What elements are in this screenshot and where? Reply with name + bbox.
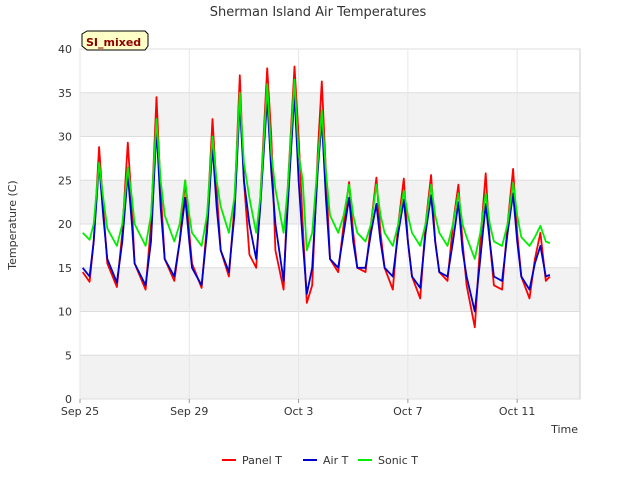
y-tick-label: 40 (58, 43, 72, 56)
y-axis-ticks: 0 5 10 15 20 25 30 35 40 (58, 43, 72, 406)
legend: Panel T Air T Sonic T (222, 454, 418, 467)
plot-band (80, 267, 580, 312)
series-lines (81, 65, 551, 329)
legend-label: Panel T (242, 454, 282, 467)
y-tick-label: 20 (58, 218, 72, 231)
legend-item: Sonic T (358, 454, 418, 467)
dataset-badge: SI_mixed (81, 30, 149, 51)
badge-label: SI_mixed (86, 36, 141, 49)
plot-band (80, 136, 580, 181)
legend-item: Panel T (222, 454, 282, 467)
x-axis-ticks: Sep 25 Sep 29 Oct 3 Oct 7 Oct 11 (61, 399, 536, 418)
plot-band (80, 311, 580, 356)
plot-band (80, 49, 580, 93)
legend-item: Air T (303, 454, 349, 467)
plot-band (80, 180, 580, 224)
series-line-sonic-t (82, 78, 551, 260)
y-tick-label: 35 (58, 87, 72, 100)
x-tick-label: Sep 25 (61, 405, 99, 418)
y-axis-label: Temperature (C) (6, 180, 19, 270)
x-tick-label: Oct 11 (499, 405, 536, 418)
y-tick-label: 30 (58, 131, 72, 144)
x-axis-label: Time (550, 423, 578, 436)
plot-band (80, 355, 580, 399)
plot-band (80, 92, 580, 137)
y-tick-label: 0 (65, 393, 72, 406)
y-tick-label: 10 (58, 306, 72, 319)
x-tick-label: Oct 7 (393, 405, 423, 418)
x-tick-label: Oct 3 (284, 405, 314, 418)
y-tick-label: 15 (58, 262, 72, 275)
chart-title: Sherman Island Air Temperatures (210, 5, 427, 20)
legend-label: Sonic T (378, 454, 418, 467)
y-tick-label: 25 (58, 174, 72, 187)
x-tick-label: Sep 29 (170, 405, 208, 418)
y-tick-label: 5 (65, 349, 72, 362)
legend-label: Air T (323, 454, 349, 467)
